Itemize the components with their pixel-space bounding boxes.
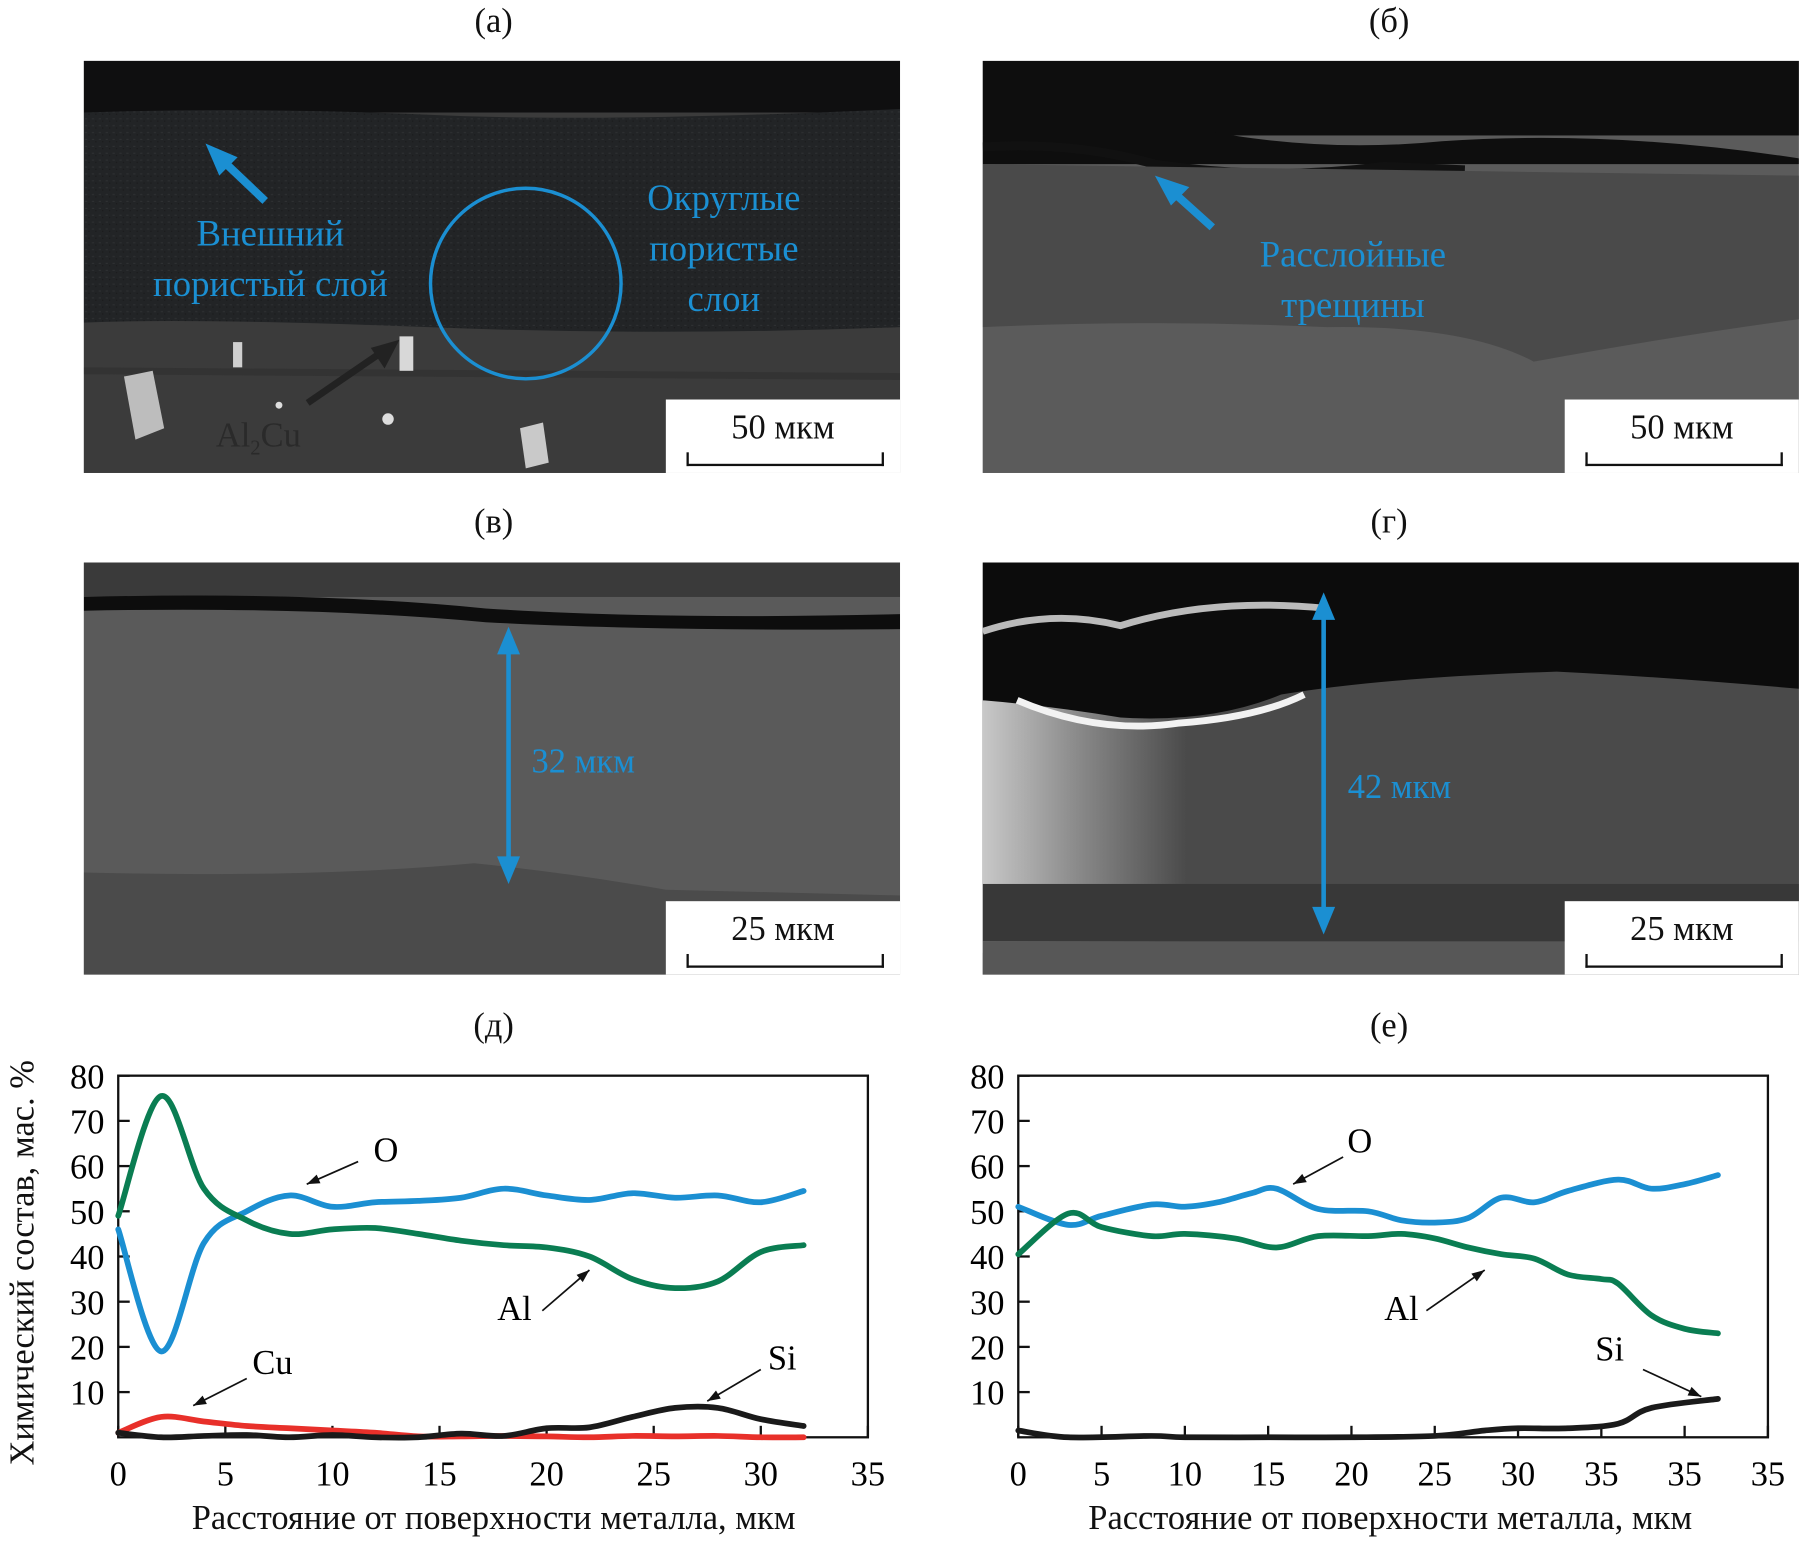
y-tick-label: 50 bbox=[70, 1194, 104, 1232]
y-tick-label: 70 bbox=[70, 1104, 104, 1142]
series-line-Si bbox=[115, 1403, 807, 1441]
x-tick-label: 15 bbox=[422, 1456, 456, 1494]
y-tick-label: 80 bbox=[970, 1058, 1004, 1096]
scale-bar-a: 50 мкм bbox=[665, 399, 901, 473]
x-tick-label: 25 bbox=[636, 1456, 670, 1494]
chart-d: 10 20 30 40 50 60 70 80 0 5 10 15 20 25 30 35 O Al Cu Si bbox=[70, 1058, 885, 1494]
y-tick-label: 30 bbox=[70, 1284, 104, 1322]
x-tick-label: 5 bbox=[217, 1456, 234, 1494]
series-label-O: O bbox=[1347, 1123, 1372, 1161]
highlight-circle bbox=[428, 186, 623, 381]
y-axis-label: Химический состав, мас. % bbox=[3, 1060, 42, 1466]
micrograph-b: Расслойные трещины 50 мкм bbox=[982, 60, 1799, 473]
scale-bar-b: 50 мкм bbox=[1564, 399, 1799, 473]
y-tick-label: 40 bbox=[970, 1239, 1004, 1277]
series-label-Si: Si bbox=[768, 1339, 797, 1377]
panel-label-v: (в) bbox=[474, 502, 514, 541]
panel-label-e: (е) bbox=[1369, 1006, 1409, 1045]
panel-label-d: (д) bbox=[473, 1006, 514, 1045]
x-axis-label-e: Расстояние от поверхности металла, мкм bbox=[1088, 1499, 1693, 1538]
x-tick-label: 35 bbox=[1667, 1456, 1701, 1494]
series-line-O bbox=[115, 1185, 807, 1355]
series-label-Al: Al bbox=[497, 1290, 531, 1328]
y-tick-label: 60 bbox=[70, 1149, 104, 1187]
scale-bar-v: 25 мкм bbox=[665, 901, 901, 975]
x-axis-label-d: Расстояние от поверхности металла, мкм bbox=[191, 1499, 796, 1538]
arrowhead-icon bbox=[1687, 1386, 1702, 1397]
annotation-round-porous-layers: Округлые пористые слои bbox=[647, 176, 801, 320]
y-tick-label: 10 bbox=[970, 1375, 1004, 1413]
arrowhead-icon bbox=[707, 1390, 721, 1402]
x-tick-label: 35 bbox=[1584, 1456, 1618, 1494]
series-label-O: O bbox=[374, 1132, 399, 1170]
x-tick-label: 20 bbox=[1334, 1456, 1368, 1494]
x-tick-label: 30 bbox=[744, 1456, 778, 1494]
y-tick-label: 20 bbox=[70, 1330, 104, 1368]
micrograph-a: Внешний пористый слой Округлые пористые сло… bbox=[83, 60, 901, 473]
x-tick-label: 15 bbox=[1251, 1456, 1285, 1494]
y-tick-label: 60 bbox=[970, 1149, 1004, 1187]
x-tick-label: 0 bbox=[1010, 1456, 1027, 1494]
annotation-delamination-cracks: Расслойные трещины bbox=[1259, 233, 1447, 325]
y-tick-label: 10 bbox=[70, 1375, 104, 1413]
arrowhead-icon bbox=[1293, 1173, 1307, 1185]
y-tick-label: 20 bbox=[970, 1330, 1004, 1368]
scale-bar-g: 25 мкм bbox=[1564, 901, 1799, 975]
x-tick-label: 35 bbox=[851, 1456, 885, 1494]
series-line-Si bbox=[1015, 1396, 1721, 1441]
x-tick-label: 20 bbox=[529, 1456, 563, 1494]
series-line-Al bbox=[115, 1093, 807, 1292]
arrowhead-icon bbox=[1471, 1270, 1485, 1282]
y-tick-label: 70 bbox=[970, 1104, 1004, 1142]
x-tick-label: 0 bbox=[110, 1456, 127, 1494]
micrograph-a-image bbox=[83, 60, 901, 469]
micrograph-b-image bbox=[982, 60, 1799, 362]
thickness-label-v: 32 мкм bbox=[531, 742, 635, 781]
series-label-Al: Al bbox=[1384, 1290, 1418, 1328]
x-tick-label: 5 bbox=[1093, 1456, 1110, 1494]
y-tick-label: 80 bbox=[70, 1058, 104, 1096]
annotation-outer-porous-layer: Внешний пористый слой bbox=[153, 212, 388, 305]
panel-label-a: (а) bbox=[474, 2, 513, 41]
panel-label-g: (г) bbox=[1370, 502, 1408, 541]
y-tick-label: 50 bbox=[970, 1194, 1004, 1232]
thickness-label-g: 42 мкм bbox=[1347, 768, 1452, 806]
series-label-Cu: Cu bbox=[252, 1344, 292, 1382]
x-tick-label: 25 bbox=[1418, 1456, 1452, 1494]
arrowhead-icon bbox=[193, 1395, 207, 1406]
annotation-al2cu: Al2Cu bbox=[215, 416, 301, 460]
series-line-Al bbox=[1015, 1209, 1721, 1337]
x-tick-label: 10 bbox=[1168, 1456, 1202, 1494]
x-tick-label: 10 bbox=[315, 1456, 349, 1494]
arrowhead-icon bbox=[576, 1270, 590, 1283]
chart-e: 10 20 30 40 50 60 70 80 0 5 10 15 20 25 30 35 35 35 O Al Si bbox=[970, 1058, 1785, 1494]
series-label-Si: Si bbox=[1595, 1330, 1624, 1368]
x-tick-label: 30 bbox=[1501, 1456, 1535, 1494]
black-arrow-icon bbox=[305, 347, 387, 406]
micrograph-g: 42 мкм 25 мкм bbox=[982, 562, 1799, 975]
arrowhead-icon bbox=[306, 1174, 321, 1185]
y-tick-label: 40 bbox=[70, 1239, 104, 1277]
micrograph-v: 32 мкм 25 мкм bbox=[83, 562, 901, 975]
x-tick-label: 35 bbox=[1751, 1456, 1785, 1494]
panel-label-b: (б) bbox=[1368, 2, 1410, 41]
series-line-O bbox=[1015, 1172, 1721, 1228]
y-tick-label: 30 bbox=[970, 1284, 1004, 1322]
plot-frame bbox=[1017, 1074, 1770, 1439]
